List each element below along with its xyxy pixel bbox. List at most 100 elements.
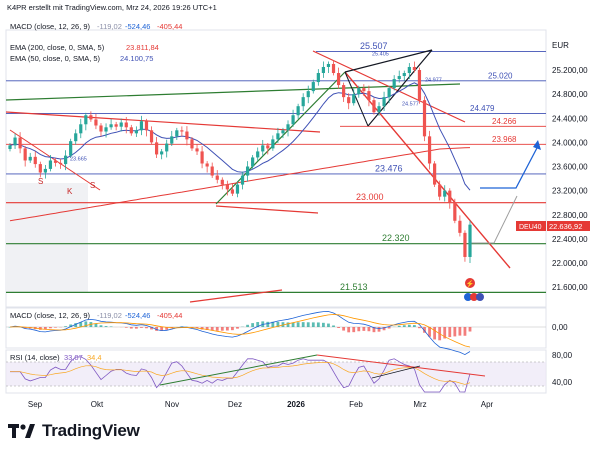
candle-body <box>175 130 179 137</box>
candle-body <box>53 160 58 163</box>
horizontal-levels: 25.507 25.020 24.479 24.266 23.968 23.476 23.0… <box>6 41 546 293</box>
red-trendline-bottom <box>189 289 283 303</box>
macd-bar <box>165 327 169 330</box>
macd-bar <box>54 327 57 328</box>
macd-bar <box>109 326 113 327</box>
macd-bar <box>160 327 164 331</box>
event-dot-1-icon[interactable] <box>464 293 472 301</box>
macd-pane-v1: -119,02 <box>97 311 122 320</box>
rsi-pane-name: RSI (14, close) <box>10 353 60 362</box>
event-markers[interactable]: ⚡ <box>464 278 484 301</box>
candle-body <box>382 97 386 107</box>
candle-body <box>149 130 154 143</box>
candle-body <box>316 73 320 83</box>
candle-body <box>387 88 391 98</box>
macd-bar <box>129 327 133 329</box>
candle-body <box>347 97 351 104</box>
candle-body <box>215 175 219 180</box>
small-price-label: 24.977 <box>425 77 442 83</box>
candle-body <box>58 162 63 165</box>
rsi-pane-value: 33,07 <box>64 353 83 362</box>
macd-bar <box>23 327 27 329</box>
level-label: 23.476 <box>375 163 403 173</box>
ema-legend[interactable]: EMA (200, close, 0, SMA, 5) 23.811,84 EM… <box>10 43 159 63</box>
candle-body <box>160 151 164 155</box>
candle-body <box>251 157 255 167</box>
macd-bar <box>372 327 376 333</box>
time-axis[interactable]: Sep Okt Nov Dez 2026 Feb Mrz Apr <box>28 400 494 409</box>
macd-bar <box>418 327 421 329</box>
black-wedge-side <box>344 71 369 127</box>
macd-bar <box>468 327 472 332</box>
candle-body <box>230 189 235 194</box>
candle-body <box>443 190 447 197</box>
tradingview-footer[interactable]: TradingView <box>8 419 140 443</box>
candle-body <box>468 224 472 257</box>
macd-bar <box>84 321 88 327</box>
candle-body <box>23 148 27 161</box>
macd-bar <box>311 322 315 327</box>
candle-body <box>109 124 113 128</box>
candle-body <box>407 66 411 74</box>
small-price-labels: 25.405 24.977 24.577 23.665 <box>70 52 442 163</box>
rsi-green-trendline <box>159 354 318 386</box>
candle-body <box>220 179 224 185</box>
candle-body <box>342 85 346 98</box>
macd-bar <box>296 322 300 327</box>
macd-bar <box>448 327 452 338</box>
level-label: 23.000 <box>356 192 384 202</box>
macd-pane-legend[interactable]: MACD (close, 12, 26, 9) -119,02 -524,46 … <box>10 311 182 320</box>
candle-body <box>392 79 396 89</box>
event-dot-3-icon[interactable] <box>476 293 484 301</box>
macd-bar <box>428 327 431 337</box>
rsi-red-trendline <box>316 354 486 377</box>
small-price-label: 24.577 <box>402 102 419 108</box>
time-axis-label: Apr <box>481 400 494 409</box>
candle-body <box>296 106 300 116</box>
candle-body <box>291 115 295 125</box>
red-trendline-sep <box>9 129 101 191</box>
candle-body <box>427 136 432 164</box>
macd-bar <box>256 322 260 327</box>
lightning-event-icon[interactable] <box>465 278 475 288</box>
level-label: 25.020 <box>488 71 513 80</box>
price-axis-tick: 22.000,00 <box>552 259 588 268</box>
small-price-label: 23.665 <box>70 157 87 163</box>
rsi-pane-legend[interactable]: RSI (14, close) 33,07 34,4 <box>10 353 102 362</box>
candle-body <box>119 122 123 127</box>
candle-body <box>154 142 159 155</box>
macd-bar <box>64 326 68 327</box>
macd-bar <box>49 327 52 329</box>
macd-bar <box>271 321 275 327</box>
ema50-line <box>9 82 471 191</box>
red-trendline-dec <box>215 205 319 214</box>
macd-bar <box>357 327 361 332</box>
candle-body <box>144 121 149 131</box>
black-wedge-upper <box>344 49 433 73</box>
time-axis-label: Nov <box>165 400 179 409</box>
event-dot-2-icon[interactable] <box>470 293 478 301</box>
macd-bar <box>332 325 335 327</box>
macd-bar <box>327 323 330 327</box>
candle-body <box>124 122 128 128</box>
macd-bar <box>134 327 138 329</box>
macd-bar <box>377 327 381 332</box>
chart-caption: K4PR erstellt mit TradingView.com, Mrz 2… <box>7 3 217 12</box>
candle-body <box>422 100 427 137</box>
candle-body <box>453 202 457 221</box>
macd-bar <box>210 327 214 331</box>
ema200-line <box>9 147 471 222</box>
candle-body <box>190 139 194 149</box>
macd-bar <box>231 327 234 331</box>
candle-body <box>463 232 467 257</box>
macd-bar <box>215 327 219 331</box>
price-axis[interactable]: 25.200,00 24.800,00 24.400,00 24.000,00 23.6… <box>552 66 588 292</box>
candle-body <box>321 66 326 74</box>
candle-body <box>266 145 270 149</box>
time-axis-label: Okt <box>91 400 104 409</box>
macd-pane-v2: -524,46 <box>125 311 150 320</box>
candle-body <box>64 155 68 165</box>
macd-bar <box>362 327 366 331</box>
macd-bar <box>205 327 209 331</box>
candle-body <box>38 164 42 173</box>
